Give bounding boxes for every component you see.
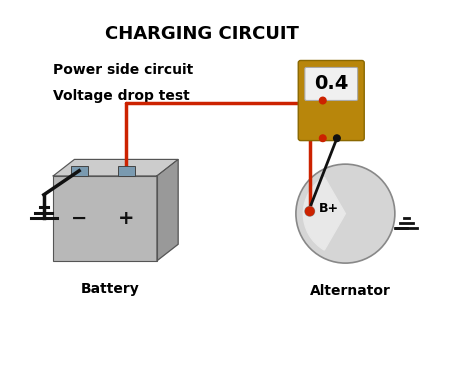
- Text: CHARGING CIRCUIT: CHARGING CIRCUIT: [105, 25, 299, 43]
- Text: Voltage drop test: Voltage drop test: [53, 89, 190, 103]
- FancyBboxPatch shape: [71, 165, 88, 176]
- Circle shape: [319, 135, 326, 142]
- Polygon shape: [53, 160, 178, 176]
- Text: +: +: [118, 209, 135, 228]
- Circle shape: [305, 206, 314, 216]
- Text: 0.4: 0.4: [314, 74, 348, 93]
- Wedge shape: [303, 177, 346, 250]
- FancyBboxPatch shape: [53, 176, 157, 261]
- FancyBboxPatch shape: [118, 165, 135, 176]
- Text: Power side circuit: Power side circuit: [53, 63, 193, 77]
- Circle shape: [319, 97, 326, 104]
- Polygon shape: [157, 160, 178, 261]
- Circle shape: [306, 207, 314, 216]
- Circle shape: [334, 135, 340, 142]
- Text: Alternator: Alternator: [310, 284, 391, 298]
- FancyBboxPatch shape: [305, 67, 357, 100]
- Text: B+: B+: [319, 202, 339, 216]
- FancyBboxPatch shape: [298, 60, 364, 141]
- Text: −: −: [71, 209, 87, 228]
- Text: Battery: Battery: [81, 282, 139, 296]
- Circle shape: [296, 164, 395, 263]
